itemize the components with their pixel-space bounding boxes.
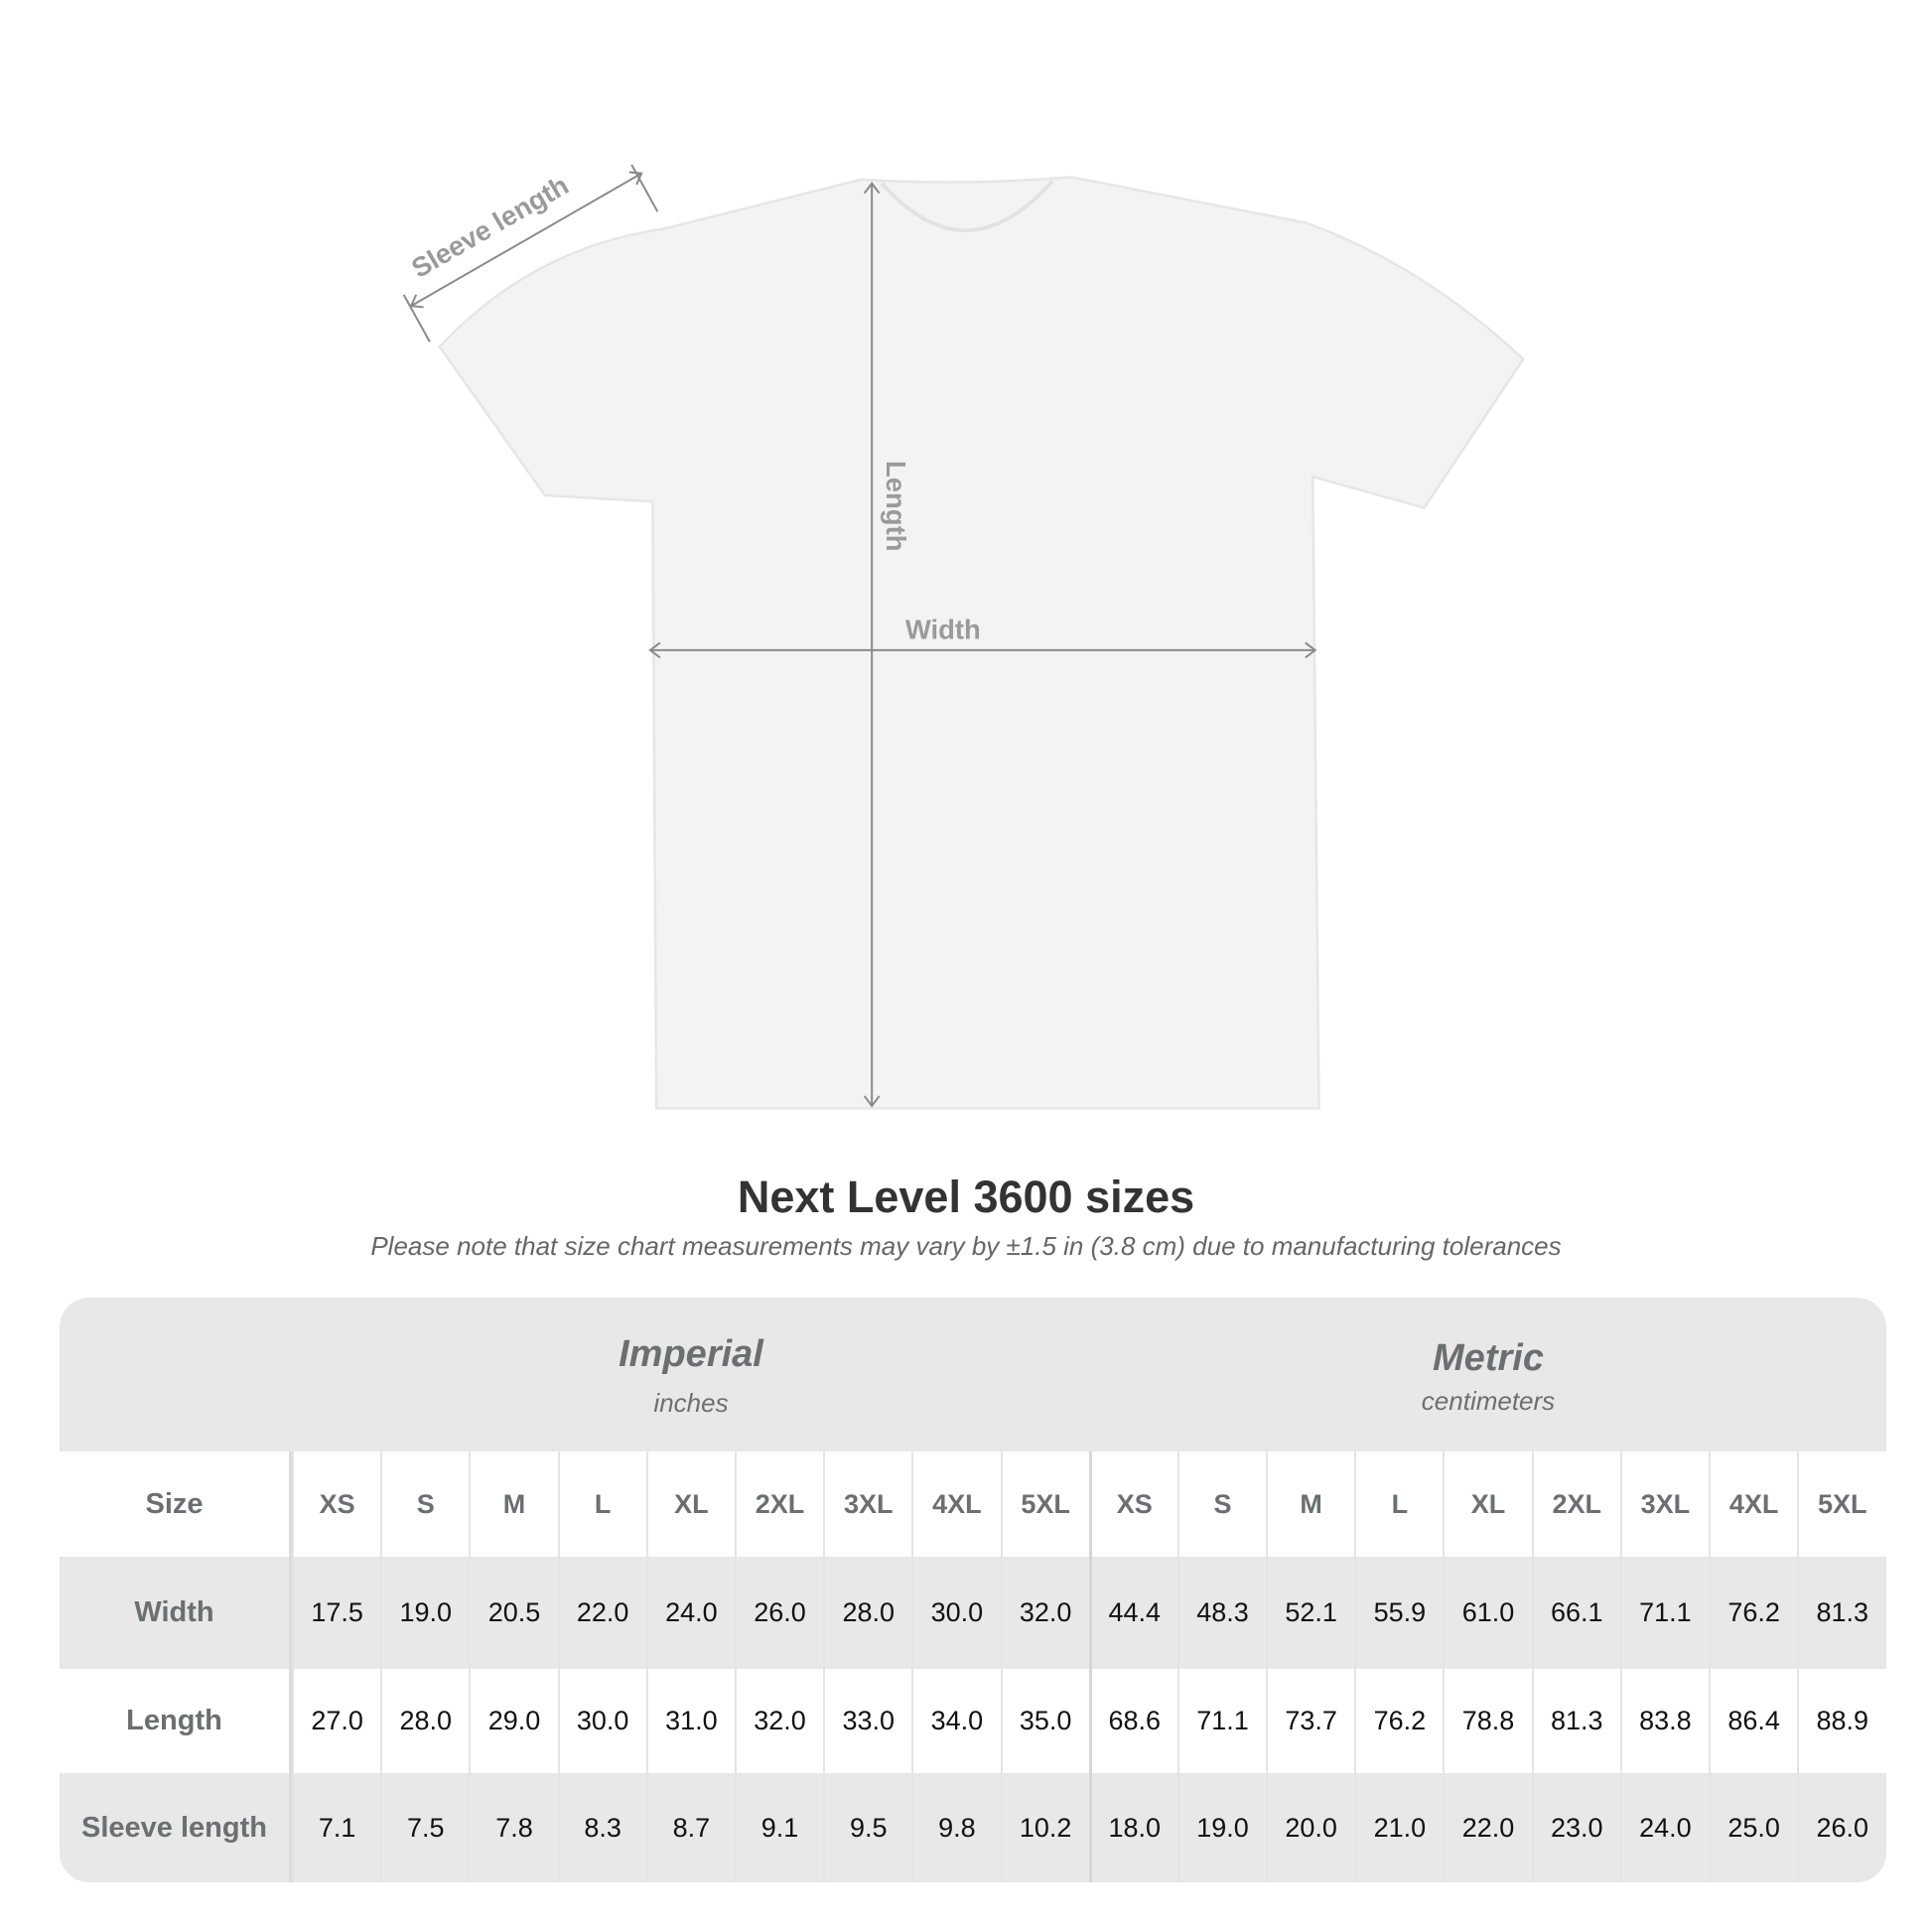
row-length: Length 27.0 28.0 29.0 30.0 31.0 32.0 33.0 34.0 35… <box>60 1669 1886 1773</box>
metric-value-cell: 23.0 <box>1531 1773 1620 1882</box>
imperial-value-cell: 30.0 <box>557 1669 646 1773</box>
metric-value-cell: 76.2 <box>1709 1557 1797 1669</box>
row-label: Width <box>60 1557 292 1669</box>
length-label: Length <box>881 461 911 551</box>
metric-value-cell: 86.4 <box>1709 1669 1797 1773</box>
metric-value-cell: 81.3 <box>1797 1557 1885 1669</box>
imperial-value-cell: 9.5 <box>823 1773 911 1882</box>
imperial-value-cell: 28.0 <box>380 1669 469 1773</box>
imperial-size-header: 5XL <box>1000 1451 1089 1557</box>
imperial-value-cell: 35.0 <box>1000 1669 1089 1773</box>
tshirt-diagram: Sleeve length Length Width <box>402 164 1525 1110</box>
metric-value-cell: 88.9 <box>1797 1669 1885 1773</box>
imperial-value-cell: 7.5 <box>380 1773 469 1882</box>
metric-size-header: XL <box>1443 1451 1531 1557</box>
metric-size-header: 2XL <box>1531 1451 1620 1557</box>
metric-value-cell: 44.4 <box>1088 1557 1177 1669</box>
imperial-value-cell: 9.1 <box>734 1773 823 1882</box>
imperial-value-cell: 26.0 <box>734 1557 823 1669</box>
imperial-size-header: 2XL <box>734 1451 823 1557</box>
metric-value-cell: 18.0 <box>1088 1773 1177 1882</box>
imperial-value-cell: 27.0 <box>292 1669 380 1773</box>
metric-value-cell: 20.0 <box>1266 1773 1354 1882</box>
imperial-value-cell: 32.0 <box>734 1669 823 1773</box>
metric-value-cell: 81.3 <box>1531 1669 1620 1773</box>
imperial-size-header: XL <box>645 1451 735 1557</box>
metric-size-header: 4XL <box>1709 1451 1797 1557</box>
metric-value-cell: 24.0 <box>1619 1773 1709 1882</box>
metric-value-cell: 61.0 <box>1443 1557 1531 1669</box>
metric-value-cell: 48.3 <box>1176 1557 1266 1669</box>
tshirt-image <box>438 176 1525 1110</box>
metric-value-cell: 73.7 <box>1266 1669 1354 1773</box>
metric-value-cell: 22.0 <box>1443 1773 1531 1882</box>
imperial-value-cell: 32.0 <box>1000 1557 1089 1669</box>
imperial-value-cell: 9.8 <box>911 1773 1000 1882</box>
metric-value-cell: 83.8 <box>1619 1669 1709 1773</box>
imperial-value-cell: 30.0 <box>911 1557 1000 1669</box>
imperial-value-cell: 19.0 <box>380 1557 469 1669</box>
imperial-value-cell: 17.5 <box>292 1557 380 1669</box>
size-chart-table: Imperial inches Metric centimeters Size X… <box>60 1298 1886 1882</box>
metric-size-header: S <box>1176 1451 1266 1557</box>
row-label: Sleeve length <box>60 1773 292 1882</box>
row-sleeve-length: Sleeve length 7.1 7.5 7.8 8.3 8.7 9.1 9.5 9.8 10.… <box>60 1773 1886 1882</box>
measure-arrows <box>402 164 1317 1108</box>
imperial-size-header: L <box>557 1451 646 1557</box>
metric-size-header: XS <box>1088 1451 1177 1557</box>
imperial-value-cell: 8.3 <box>557 1773 646 1882</box>
metric-size-header: 3XL <box>1619 1451 1709 1557</box>
metric-value-cell: 71.1 <box>1176 1669 1266 1773</box>
imperial-value-cell: 20.5 <box>469 1557 557 1669</box>
sleeve-arrow <box>410 172 642 307</box>
imperial-value-cell: 34.0 <box>911 1669 1000 1773</box>
metric-value-cell: 52.1 <box>1266 1557 1354 1669</box>
collar <box>880 179 1054 232</box>
metric-value-cell: 55.9 <box>1354 1557 1443 1669</box>
imperial-value-cell: 29.0 <box>469 1669 557 1773</box>
metric-value-cell: 19.0 <box>1176 1773 1266 1882</box>
imperial-size-header: XS <box>292 1451 380 1557</box>
metric-value-cell: 76.2 <box>1354 1669 1443 1773</box>
page-title: Next Level 3600 sizes <box>737 1172 1195 1222</box>
imperial-value-cell: 28.0 <box>823 1557 911 1669</box>
imperial-value-cell: 7.1 <box>292 1773 380 1882</box>
tolerance-note: Please note that size chart measurements… <box>370 1231 1562 1261</box>
metric-size-header: L <box>1354 1451 1443 1557</box>
imperial-size-header: 3XL <box>823 1451 911 1557</box>
metric-value-cell: 68.6 <box>1088 1669 1177 1773</box>
metric-value-cell: 71.1 <box>1619 1557 1709 1669</box>
metric-title: Metric <box>1433 1337 1544 1379</box>
metric-value-cell: 26.0 <box>1797 1773 1885 1882</box>
imperial-value-cell: 10.2 <box>1000 1773 1089 1882</box>
imperial-value-cell: 31.0 <box>645 1669 735 1773</box>
metric-value-cell: 25.0 <box>1709 1773 1797 1882</box>
metric-value-cell: 78.8 <box>1443 1669 1531 1773</box>
row-width: Width 17.5 19.0 20.5 22.0 24.0 26.0 28.0 30.0 32.… <box>60 1557 1886 1669</box>
imperial-value-cell: 24.0 <box>645 1557 735 1669</box>
metric-unit: centimeters <box>1421 1386 1556 1416</box>
imperial-title: Imperial <box>619 1333 763 1375</box>
imperial-value-cell: 33.0 <box>823 1669 911 1773</box>
imperial-value-cell: 22.0 <box>557 1557 646 1669</box>
row-label: Size <box>60 1451 292 1557</box>
imperial-value-cell: 8.7 <box>645 1773 735 1882</box>
imperial-value-cell: 7.8 <box>469 1773 557 1882</box>
imperial-header: Imperial inches <box>292 1333 1090 1419</box>
imperial-unit: inches <box>653 1388 729 1418</box>
imperial-size-header: 4XL <box>911 1451 1000 1557</box>
metric-size-header: M <box>1266 1451 1354 1557</box>
size-row: Size XS S M L XL 2XL 3XL 4XL 5XL XS S M L XL 2XL 3XL 4XL 5… <box>60 1451 1886 1557</box>
metric-header: Metric centimeters <box>1090 1337 1886 1417</box>
width-label: Width <box>905 615 981 645</box>
row-label: Length <box>60 1669 292 1773</box>
imperial-size-header: S <box>380 1451 469 1557</box>
metric-value-cell: 66.1 <box>1531 1557 1620 1669</box>
metric-value-cell: 21.0 <box>1354 1773 1443 1882</box>
metric-size-header: 5XL <box>1797 1451 1885 1557</box>
imperial-size-header: M <box>469 1451 557 1557</box>
